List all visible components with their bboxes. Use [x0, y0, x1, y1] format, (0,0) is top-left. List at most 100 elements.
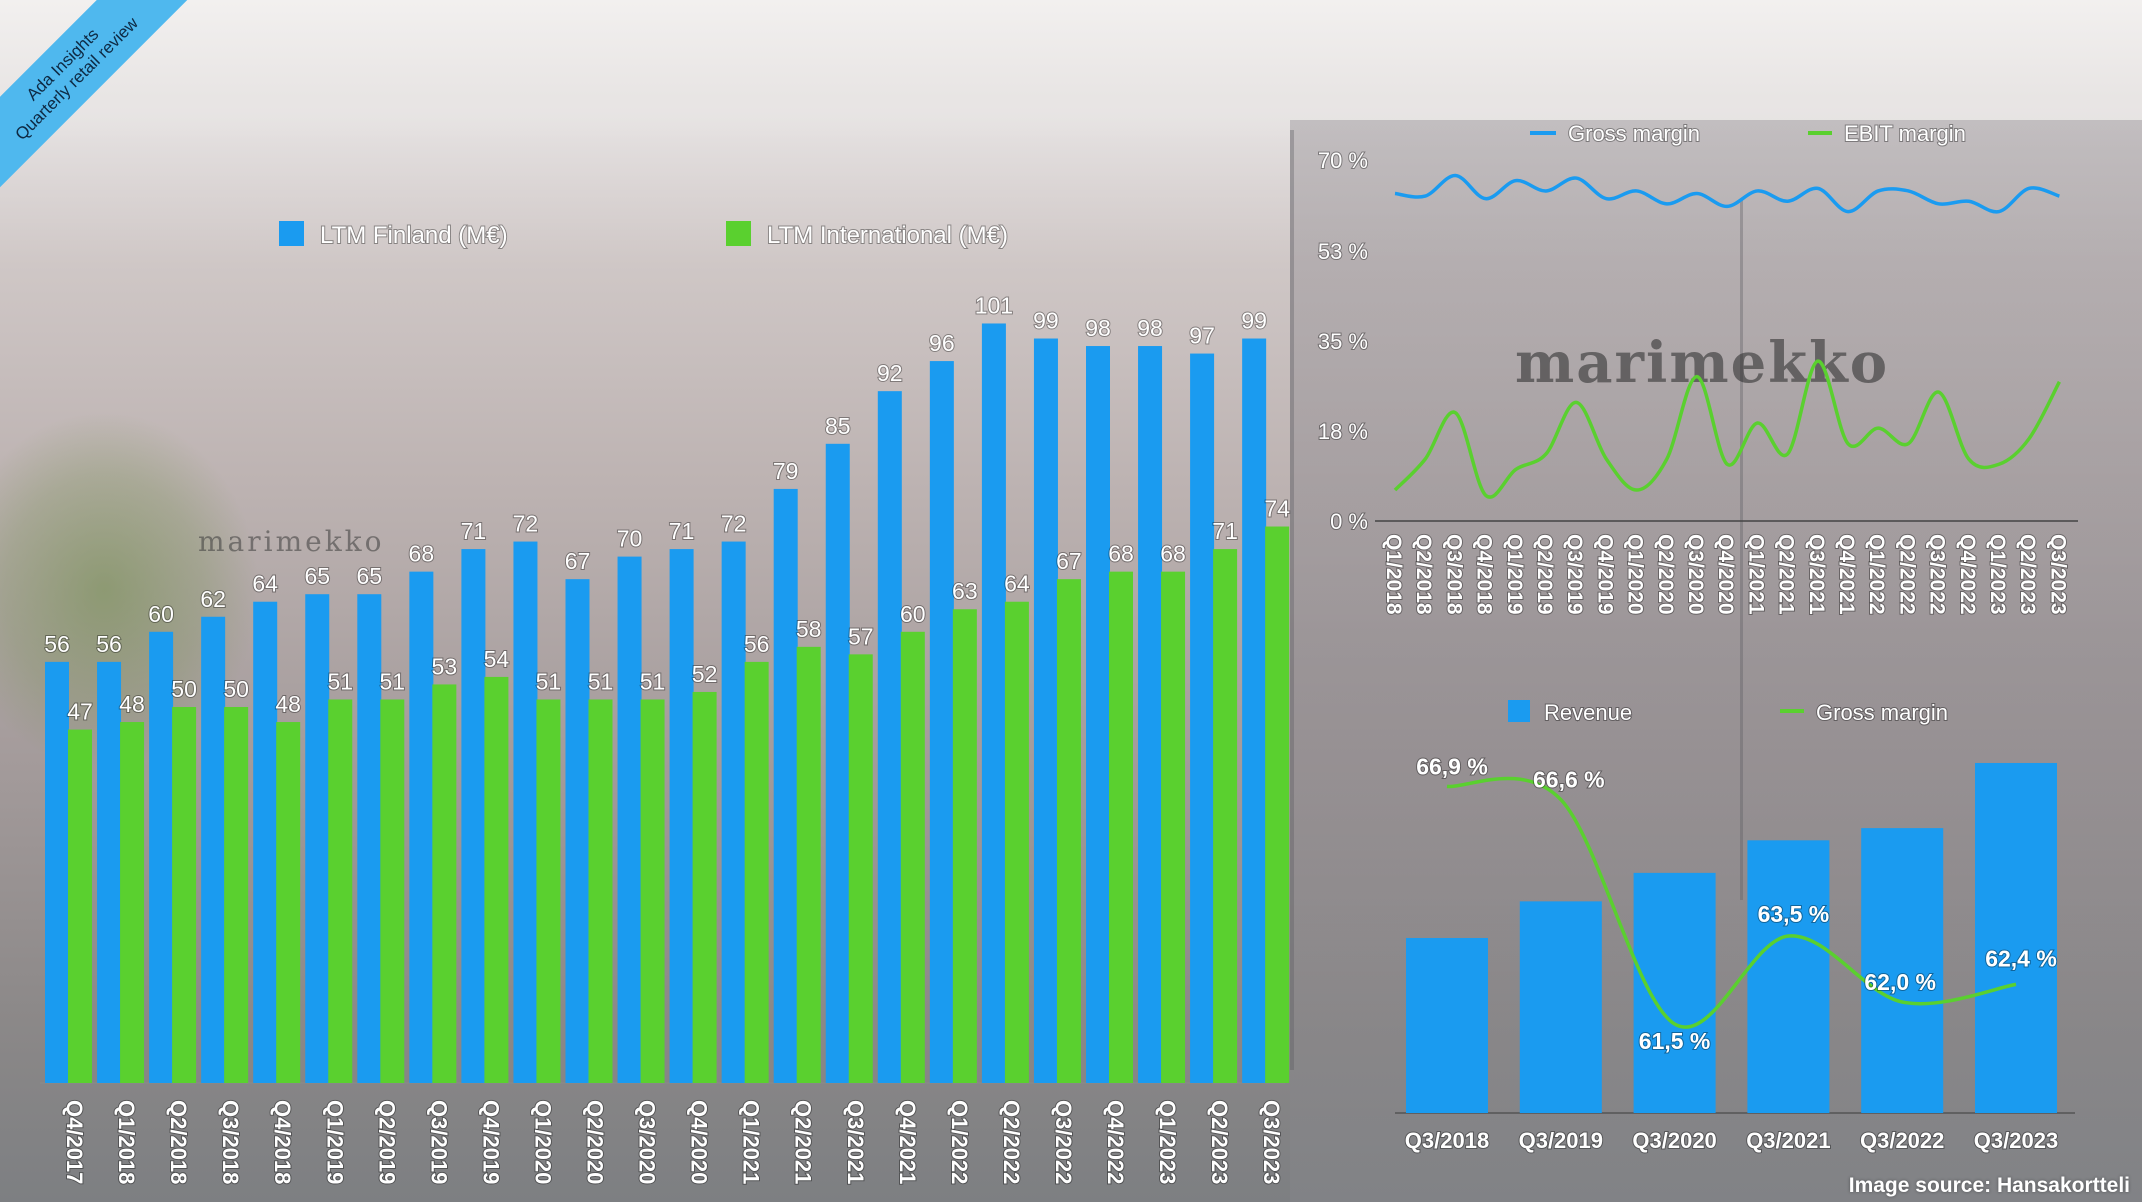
bar-revenue: [1975, 762, 2057, 1113]
legend-label-international: LTM International (M€): [767, 222, 1008, 249]
data-label-finland: 97: [1189, 323, 1215, 349]
x-tick-label: Q3/2021: [843, 1100, 868, 1184]
bar-international: [692, 691, 717, 1083]
x-tick-label: Q3/2019: [1563, 534, 1586, 615]
bar-international: [380, 699, 405, 1083]
legend-swatch-finland: [279, 221, 304, 246]
background-glass-frame: [1740, 200, 1743, 900]
data-label-finland: 67: [565, 548, 591, 574]
y-tick-label: 70 %: [1318, 148, 1368, 173]
bar-international: [1056, 579, 1081, 1083]
x-tick-label: Q3/2022: [1926, 534, 1949, 615]
data-label-finland: 71: [461, 518, 487, 544]
bar-revenue: [1519, 901, 1602, 1113]
x-tick-label: Q3/2022: [1051, 1100, 1076, 1184]
data-label-international: 54: [484, 646, 510, 672]
data-label-finland: 98: [1085, 315, 1111, 341]
data-label-international: 74: [1264, 496, 1290, 522]
legend-swatch-revenue: [1508, 700, 1530, 722]
x-tick-label: Q1/2020: [1624, 534, 1647, 615]
bar-international: [1004, 601, 1029, 1083]
bar-international: [744, 661, 769, 1083]
data-label-gross-margin: 62,4 %: [1985, 945, 2057, 971]
x-tick-label: Q2/2023: [2016, 534, 2039, 615]
data-label-international: 68: [1160, 541, 1186, 567]
x-tick-label: Q1/2021: [1744, 534, 1767, 615]
legend-label-gross-margin: Gross margin: [1568, 121, 1700, 146]
bar-finland: [877, 391, 902, 1083]
data-label-international: 51: [588, 668, 614, 694]
bar-finland: [981, 323, 1006, 1084]
data-label-gross-margin: 63,5 %: [1758, 901, 1830, 927]
x-tick-label: Q3/2020: [1684, 534, 1707, 615]
x-tick-label: Q1/2021: [739, 1100, 764, 1184]
x-tick-label: Q4/2019: [478, 1100, 503, 1184]
background-ceiling: [0, 0, 2142, 140]
bar-international: [328, 699, 353, 1083]
bar-international: [1109, 571, 1133, 1083]
x-tick-label: Q1/2018: [114, 1100, 139, 1184]
x-tick-label: Q2/2022: [1895, 534, 1918, 615]
data-label-finland: 62: [200, 586, 226, 612]
x-tick-label: Q4/2020: [1714, 534, 1737, 615]
x-tick-label: Q1/2023: [1986, 534, 2009, 615]
data-label-international: 51: [327, 668, 353, 694]
x-tick-label: Q2/2019: [1533, 534, 1556, 615]
bar-finland: [253, 601, 278, 1083]
bar-finland: [513, 541, 538, 1083]
x-tick-label: Q3/2020: [635, 1100, 660, 1184]
bar-finland: [1086, 346, 1110, 1083]
x-tick-label: Q1/2023: [1155, 1100, 1180, 1184]
x-tick-label: Q3/2021: [1805, 534, 1828, 615]
data-label-international: 57: [848, 623, 874, 649]
data-label-international: 48: [275, 691, 301, 717]
bar-international: [172, 707, 197, 1083]
bar-finland: [721, 541, 746, 1083]
bar-international: [848, 654, 873, 1083]
x-tick-label: Q3/2022: [1860, 1128, 1944, 1153]
data-label-finland: 85: [825, 413, 851, 439]
data-label-international: 50: [171, 676, 197, 702]
data-label-gross-margin: 62,0 %: [1864, 969, 1936, 995]
bar-finland: [97, 661, 122, 1083]
x-tick-label: Q1/2018: [1382, 534, 1405, 615]
series-line-ebit-margin: [1393, 359, 2061, 499]
x-tick-label: Q2/2019: [374, 1100, 399, 1184]
bar-finland: [357, 594, 382, 1083]
bar-finland: [1033, 338, 1058, 1083]
bar-international: [1161, 571, 1186, 1083]
x-tick-label: Q3/2018: [1442, 534, 1465, 615]
data-label-international: 48: [119, 691, 145, 717]
bar-finland: [1190, 353, 1215, 1083]
x-tick-label: Q3/2023: [1974, 1128, 2058, 1153]
data-label-finland: 64: [252, 571, 278, 597]
bar-international: [952, 609, 977, 1083]
bar-finland: [1138, 346, 1163, 1083]
bar-finland: [305, 594, 330, 1083]
x-tick-label: Q4/2019: [1593, 534, 1616, 615]
y-tick-label: 0 %: [1330, 509, 1368, 534]
x-tick-label: Q4/2022: [1103, 1100, 1128, 1184]
legend-label-ebit-margin: EBIT margin: [1844, 121, 1966, 146]
data-label-finland: 99: [1241, 308, 1267, 334]
data-label-international: 71: [1212, 518, 1238, 544]
bar-international: [796, 646, 821, 1083]
legend-label-gross-margin: Gross margin: [1816, 700, 1948, 725]
bar-finland: [773, 488, 798, 1083]
data-label-finland: 71: [669, 518, 695, 544]
series-line-gross-margin: [1394, 173, 2060, 214]
data-label-finland: 60: [148, 601, 174, 627]
x-tick-label: Q1/2020: [530, 1100, 555, 1184]
data-label-international: 67: [1056, 548, 1082, 574]
y-tick-label: 35 %: [1318, 329, 1368, 354]
bar-finland: [45, 661, 69, 1083]
x-tick-label: Q2/2021: [791, 1100, 816, 1184]
x-tick-label: Q2/2020: [1654, 534, 1677, 615]
x-tick-label: Q2/2018: [166, 1100, 191, 1184]
legend-swatch-international: [726, 221, 751, 246]
x-tick-label: Q3/2019: [426, 1100, 451, 1184]
x-tick-label: Q3/2019: [1519, 1128, 1603, 1153]
data-label-international: 53: [432, 653, 458, 679]
x-tick-label: Q1/2022: [947, 1100, 972, 1184]
